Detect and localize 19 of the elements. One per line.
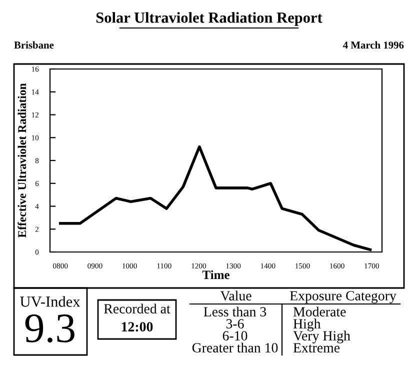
y-axis-title: Effective Ultraviolet Radiation [18,83,26,238]
text: 3-6 [226,319,244,328]
text: Very High [293,330,350,344]
text: Exposure Category [290,291,396,304]
text: 6-10 [222,331,248,340]
text: UV-Index [20,296,80,307]
text: Moderate [293,306,346,316]
text: Less than 3 [204,306,266,316]
text: Value [220,290,252,301]
x-axis-title: Time [202,270,230,280]
chart-title: Solar Ultraviolet Radiation Report [96,12,322,26]
text: Greater than 10 [192,342,278,352]
text: High [293,318,321,332]
text: 12:00 [122,322,153,332]
text: Extreme [293,343,340,352]
text: 4 March 1996 [342,41,404,49]
text: 9.3 [25,314,74,343]
text: Brisbane [14,41,54,49]
text: Recorded at [104,304,170,314]
